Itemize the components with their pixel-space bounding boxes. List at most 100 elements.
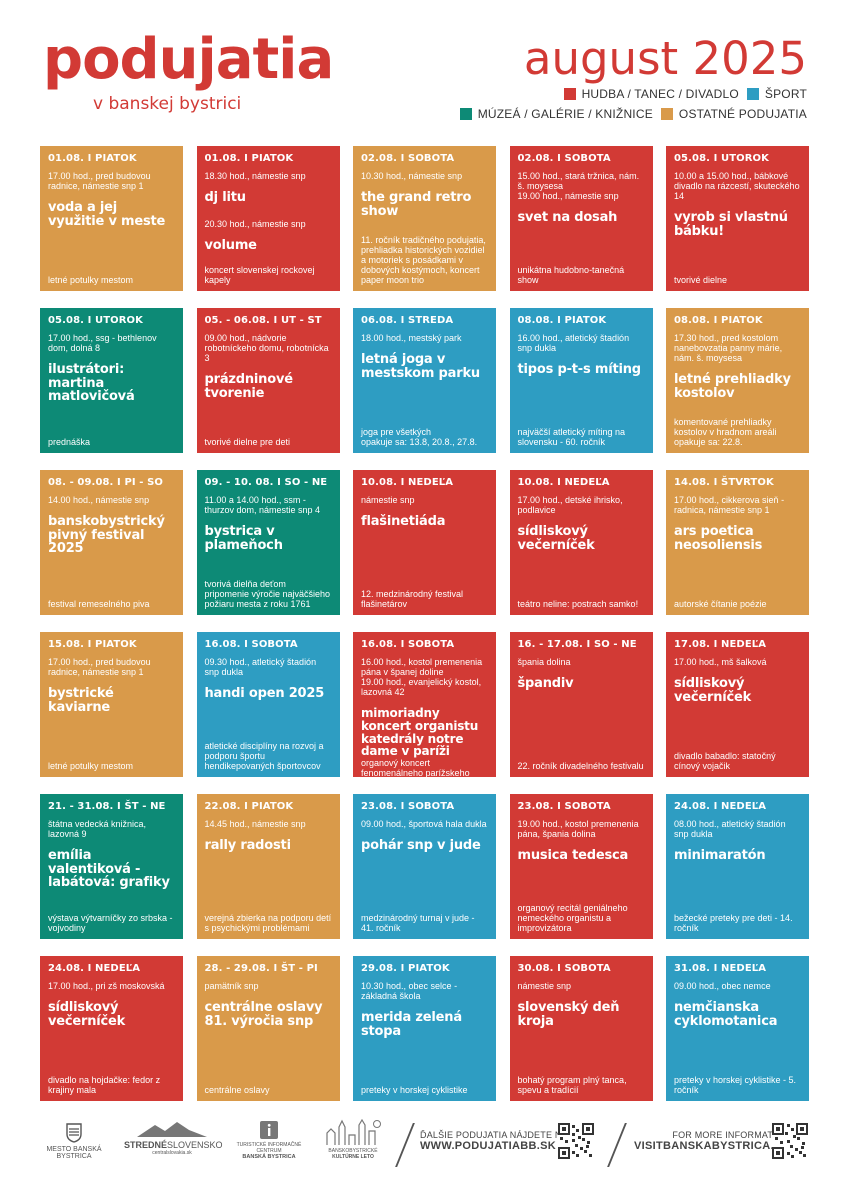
card-spacer xyxy=(518,691,645,761)
event-date: 05.08. I UTOROK xyxy=(674,153,770,164)
web-link-visit[interactable]: FOR MORE INFORMATION VISITBANSKABYSTRICA… xyxy=(634,1130,790,1152)
event-date: 23.08. I SOBOTA xyxy=(517,801,611,812)
event-grid: 01.08. I PIATOK 17.00 hod., pred budovou … xyxy=(40,146,809,1101)
event-note: organový koncert fenomenálneho parížskeh… xyxy=(361,757,470,777)
event-card: 22.08. I PIATOK 14.45 hod., námestie snp r… xyxy=(196,794,340,939)
event-note: bežecké preteky pre deti - 14. ročník xyxy=(674,912,793,933)
event-details: 18.30 hod., námestie snp xyxy=(204,171,306,181)
event-title: špandiv xyxy=(517,676,574,692)
culture-summer-line2: KULTÚRNE LETO xyxy=(332,1154,374,1160)
event-date: 31.08. I NEDEĽA xyxy=(674,963,767,974)
legend-swatch-music xyxy=(563,88,576,100)
event-card: 14.08. I ŠTVRTOK 17.00 hod., cikkerova si… xyxy=(666,470,809,615)
event-title-2: volume xyxy=(204,237,257,253)
card-spacer xyxy=(48,890,175,913)
tic-logo-line2: BANSKÁ BYSTRICA xyxy=(242,1154,296,1160)
region-logo-title: STREDNÉSLOVENSKO xyxy=(124,1140,223,1150)
event-date: 23.08. I SOBOTA xyxy=(361,801,455,812)
coat-of-arms-icon xyxy=(66,1123,82,1143)
event-note: atletické disciplíny na rozvoj a podporu… xyxy=(204,740,324,771)
card-spacer xyxy=(674,239,801,275)
event-card: 31.08. I NEDEĽA 09.00 hod., obec nemce nem… xyxy=(666,956,809,1101)
event-details: 15.00 hod., stará tržnica, nám. š. moyse… xyxy=(517,171,640,202)
event-note: medzinárodný turnaj v jude - 41. ročník xyxy=(361,912,475,933)
event-note: 11. ročník tradičného podujatia, prehlia… xyxy=(361,234,486,285)
event-details: 16.00 hod., atletický štadión snp dukla xyxy=(517,333,630,354)
event-card: 15.08. I PIATOK 17.00 hod., pred budovou … xyxy=(40,632,183,777)
event-card: 05.08. I UTOROK 17.00 hod., ssg - bethlen… xyxy=(40,308,183,453)
event-date: 05. - 06.08. I UT - ST xyxy=(204,315,322,326)
web-link-podujatia-url[interactable]: WWW.PODUJATIABB.SK xyxy=(420,1140,556,1152)
card-spacer xyxy=(48,556,175,599)
qr-code-icon xyxy=(772,1123,808,1159)
card-spacer xyxy=(361,380,488,426)
web-link-podujatia[interactable]: ĎALŠIE PODUJATIA NÁJDETE NA WWW.PODUJATI… xyxy=(420,1130,568,1152)
culture-summer-line1: BANSKOBYSTRICKÉ xyxy=(328,1148,378,1154)
event-card: 24.08. I NEDEĽA 17.00 hod., pri zš moskov… xyxy=(40,956,183,1101)
card-spacer xyxy=(48,1028,175,1074)
card-spacer xyxy=(518,377,645,427)
event-title: emília valentiková - labátová: grafiky xyxy=(48,848,170,891)
city-logo-text: MESTO BANSKÁ BYSTRICA xyxy=(46,1146,102,1160)
card-spacer xyxy=(48,714,175,760)
event-card: 10.08. I NEDEĽA 17.00 hod., detské ihrisk… xyxy=(509,470,653,615)
event-note: centrálne oslavy xyxy=(204,1084,270,1095)
event-date: 24.08. I NEDEĽA xyxy=(48,963,141,974)
event-note: joga pre všetkých opakuje sa: 13.8, 20.8… xyxy=(361,426,478,447)
card-spacer xyxy=(674,704,801,750)
region-logo-title-a: STREDNÉ xyxy=(124,1140,168,1150)
event-card: 16.08. I SOBOTA 16.00 hod., kostol premen… xyxy=(353,632,496,777)
event-details: 14.45 hod., námestie snp xyxy=(204,819,306,829)
event-title: sídliskový večerníček xyxy=(48,1000,126,1029)
card-spacer xyxy=(205,1028,332,1085)
card-spacer xyxy=(48,404,175,437)
web-link-visit-url[interactable]: VISITBANSKABYSTRICA.SK xyxy=(634,1140,790,1152)
event-title: letná joga v mestskom parku xyxy=(361,352,480,381)
event-card: 05.08. I UTOROK 10.00 a 15.00 hod., bábko… xyxy=(666,146,809,291)
legend-item-museum: MÚZEÁ / GALÉRIE / KNIŽNICE xyxy=(459,107,653,121)
card-spacer xyxy=(361,529,488,589)
event-date: 22.08. I PIATOK xyxy=(204,801,294,812)
event-title: vyrob si vlastnú bábku! xyxy=(674,210,788,239)
event-note: divadlo na hojdačke: fedor z krajiny mal… xyxy=(48,1074,161,1095)
tic-logo-line1: TURISTICKÉ INFORMAČNÉ CENTRUM xyxy=(236,1142,302,1154)
legend-swatch-sport xyxy=(746,88,759,100)
event-title: flašinetiáda xyxy=(361,514,446,530)
event-note: letné potulky mestom xyxy=(48,274,134,285)
page-subtitle: v banskej bystrici xyxy=(93,94,242,114)
event-date: 14.08. I ŠTVRTOK xyxy=(674,477,774,488)
event-date: 28. - 29.08. I ŠT - PI xyxy=(204,963,318,974)
event-date: 05.08. I UTOROK xyxy=(48,315,144,326)
card-spacer xyxy=(48,228,175,274)
event-date: 08. - 09.08. I PI - SO xyxy=(48,477,164,488)
event-date: 10.08. I NEDEĽA xyxy=(361,477,454,488)
event-date: 21. - 31.08. I ŠT - NE xyxy=(48,801,166,812)
event-note: unikátna hudobno-tanečná show xyxy=(517,264,625,285)
card-spacer xyxy=(674,401,801,417)
event-card: 29.08. I PIATOK 10.30 hod., obec selce - … xyxy=(353,956,496,1101)
event-note: výstava výtvarníčky zo srbska - vojvodin… xyxy=(48,912,173,933)
event-date: 16.08. I SOBOTA xyxy=(204,639,298,650)
event-title: rally radosti xyxy=(204,838,292,854)
legend-label-sport: ŠPORT xyxy=(764,87,807,101)
event-details: 17.00 hod., detské ihrisko, podlavice xyxy=(517,495,623,516)
region-logo-sub: centralslovakia.sk xyxy=(152,1150,192,1156)
event-card: 02.08. I SOBOTA 10.30 hod., námestie snp t… xyxy=(353,146,496,291)
event-details: štátna vedecká knižnica, lazovná 9 xyxy=(48,819,147,840)
event-date: 08.08. I PIATOK xyxy=(674,315,763,326)
event-date: 15.08. I PIATOK xyxy=(48,639,137,650)
event-title: letné prehliadky kostolov xyxy=(674,372,791,401)
event-details: špania dolina xyxy=(517,657,571,667)
event-note: prednáška xyxy=(48,436,91,447)
event-card: 08.08. I PIATOK 16.00 hod., atletický šta… xyxy=(509,308,653,453)
card-spacer xyxy=(205,401,332,437)
legend-label-museum: MÚZEÁ / GALÉRIE / KNIŽNICE xyxy=(477,107,653,121)
legend-label-music: HUDBA / TANEC / DIVADLO xyxy=(581,87,739,101)
event-date: 30.08. I SOBOTA xyxy=(517,963,611,974)
event-note: letné potulky mestom xyxy=(48,760,134,771)
qr-code-icon xyxy=(558,1123,594,1159)
event-note: teátro neline: postrach samko! xyxy=(517,598,639,609)
web-link-visit-label: FOR MORE INFORMATION xyxy=(672,1130,790,1140)
event-note: verejná zbierka na podporu detí s psychi… xyxy=(204,912,332,933)
page-title: podujatia xyxy=(43,27,334,92)
